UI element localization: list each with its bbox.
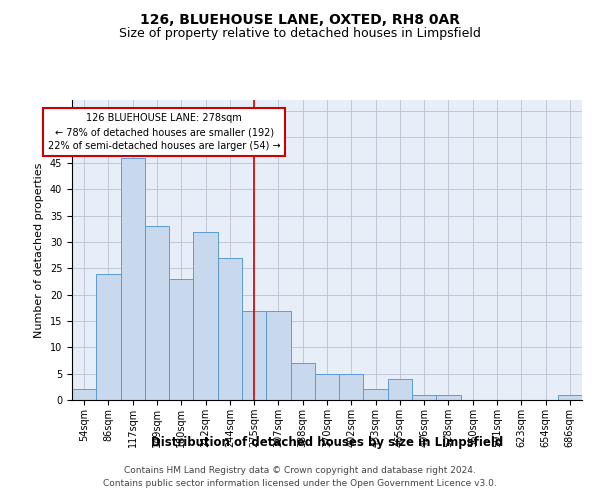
Bar: [290, 363, 315, 400]
Text: 126, BLUEHOUSE LANE, OXTED, RH8 0AR: 126, BLUEHOUSE LANE, OXTED, RH8 0AR: [140, 12, 460, 26]
Bar: [315, 374, 339, 400]
Bar: [388, 379, 412, 400]
Bar: [412, 394, 436, 400]
Text: Size of property relative to detached houses in Limpsfield: Size of property relative to detached ho…: [119, 28, 481, 40]
Y-axis label: Number of detached properties: Number of detached properties: [34, 162, 44, 338]
Text: 126 BLUEHOUSE LANE: 278sqm
← 78% of detached houses are smaller (192)
22% of sem: 126 BLUEHOUSE LANE: 278sqm ← 78% of deta…: [48, 113, 281, 151]
Bar: [558, 394, 582, 400]
Bar: [193, 232, 218, 400]
Bar: [242, 310, 266, 400]
Bar: [169, 279, 193, 400]
Bar: [339, 374, 364, 400]
Bar: [266, 310, 290, 400]
Bar: [96, 274, 121, 400]
Bar: [145, 226, 169, 400]
Bar: [218, 258, 242, 400]
Text: Contains HM Land Registry data © Crown copyright and database right 2024.
Contai: Contains HM Land Registry data © Crown c…: [103, 466, 497, 487]
Bar: [121, 158, 145, 400]
Bar: [436, 394, 461, 400]
Bar: [364, 390, 388, 400]
Text: Distribution of detached houses by size in Limpsfield: Distribution of detached houses by size …: [151, 436, 503, 449]
Bar: [72, 390, 96, 400]
